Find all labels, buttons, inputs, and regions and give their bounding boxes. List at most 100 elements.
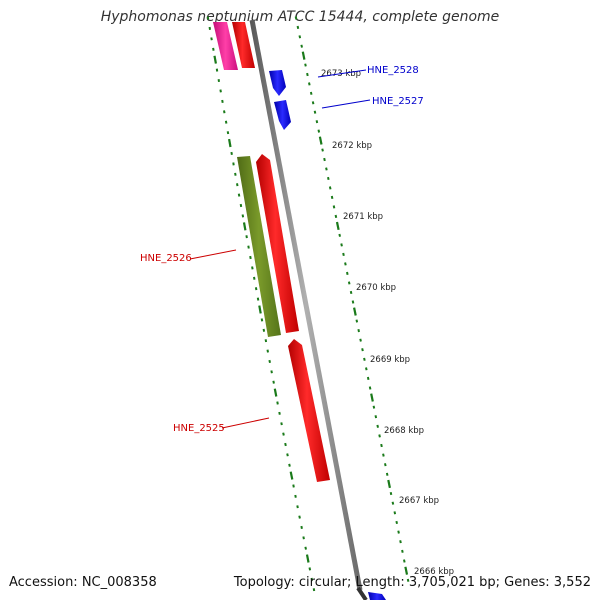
track-dot — [304, 546, 307, 550]
track-dot — [298, 35, 302, 39]
track-dot — [325, 167, 328, 171]
track-dot — [249, 255, 252, 260]
track-dot — [262, 328, 266, 332]
gene-label-hne-2528[interactable]: HNE_2528 — [367, 65, 419, 76]
track-dot — [323, 157, 326, 162]
track-tick — [387, 479, 391, 489]
tick-label: 2667 kbp — [399, 496, 439, 506]
track-dot — [385, 472, 389, 476]
track-dot — [284, 442, 287, 447]
track-dot — [321, 148, 324, 152]
track-dot — [315, 120, 319, 124]
track-dot — [239, 203, 243, 208]
track-dot — [342, 252, 345, 257]
gene-label-leaders — [189, 69, 371, 429]
track-dot — [355, 319, 359, 323]
track-dot — [237, 193, 241, 197]
gene-blue-bottom[interactable] — [368, 592, 386, 600]
track-dot — [401, 549, 404, 553]
tick-label: 2671 kbp — [343, 212, 383, 222]
track-dot — [210, 37, 213, 41]
track-dot — [376, 424, 379, 428]
track-dot — [253, 276, 256, 280]
track-dot — [393, 511, 397, 515]
track-dot — [224, 120, 228, 124]
track-dot — [357, 328, 360, 333]
track-dot — [292, 484, 295, 488]
tick-label: 2666 kbp — [414, 567, 454, 577]
tick-label: 2670 kbp — [356, 283, 396, 293]
track-tick — [301, 51, 306, 60]
track-dot — [312, 588, 316, 592]
track-dot — [347, 281, 351, 285]
track-dot — [361, 348, 364, 352]
track-dot — [272, 380, 275, 384]
track-dot — [298, 515, 301, 519]
track-dot — [308, 567, 312, 571]
track-dot — [332, 205, 336, 209]
genome-summary-text: Topology: circular; Length: 3,705,021 bp… — [233, 575, 591, 590]
gene-magenta[interactable] — [213, 22, 238, 70]
track-dot — [384, 463, 387, 467]
track-dot — [251, 266, 254, 270]
track-dot — [351, 300, 355, 304]
track-tick — [335, 221, 340, 231]
gene-red-middle[interactable] — [256, 154, 299, 333]
track-dot — [280, 422, 283, 426]
track-dot — [296, 505, 299, 509]
track-dot — [349, 290, 353, 295]
track-dot — [340, 243, 343, 247]
track-dot — [403, 559, 406, 563]
track-dot — [328, 186, 332, 190]
track-dot — [294, 16, 298, 20]
gene-label-hne-2526[interactable]: HNE_2526 — [140, 253, 192, 264]
gene-hne-2525[interactable] — [288, 339, 330, 482]
gene-hne-2526[interactable] — [237, 156, 281, 337]
tick-label: 2669 kbp — [370, 355, 410, 365]
track-dot — [254, 287, 258, 291]
gene-red-top[interactable] — [232, 22, 255, 68]
track-dot — [212, 47, 215, 51]
track-dot — [308, 82, 311, 86]
tick-label: 2668 kbp — [384, 426, 424, 436]
track-dot — [219, 89, 222, 93]
track-dot — [327, 176, 330, 181]
track-dot — [406, 578, 410, 582]
track-dot — [230, 151, 233, 155]
track-dot — [270, 370, 273, 374]
gene-label-hne-2527[interactable]: HNE_2527 — [372, 96, 424, 107]
track-tick — [242, 222, 247, 231]
track-dot — [368, 386, 372, 390]
track-dot — [278, 411, 281, 415]
track-tick — [353, 307, 357, 316]
track-dot — [247, 245, 250, 249]
track-dot — [236, 183, 239, 187]
track-dot — [300, 44, 303, 48]
track-dot — [397, 530, 400, 534]
track-dot — [372, 405, 376, 409]
track-dot — [296, 25, 300, 30]
track-dot — [330, 195, 334, 200]
track-dot — [391, 501, 395, 505]
track-dot — [374, 415, 378, 419]
gene-label-hne-2525[interactable]: HNE_2525 — [173, 423, 225, 434]
track-dot — [282, 432, 285, 436]
track-tick — [318, 136, 323, 145]
gene-labels: HNE_2528 HNE_2527 HNE_2526 HNE_2525 — [140, 65, 424, 434]
track-dot — [309, 91, 313, 95]
track-dot — [276, 401, 279, 405]
gene-hne-2527[interactable] — [274, 100, 291, 130]
gene-hne-2528[interactable] — [269, 70, 286, 96]
track-dot — [306, 72, 309, 77]
track-dot — [221, 99, 224, 103]
track-dot — [317, 129, 321, 133]
track-dot — [304, 63, 307, 67]
track-tick — [404, 566, 409, 575]
track-dot — [399, 540, 402, 544]
track-dot — [395, 520, 398, 525]
track-dot — [310, 577, 314, 581]
track-tick — [258, 305, 262, 314]
track-dot — [365, 367, 368, 371]
